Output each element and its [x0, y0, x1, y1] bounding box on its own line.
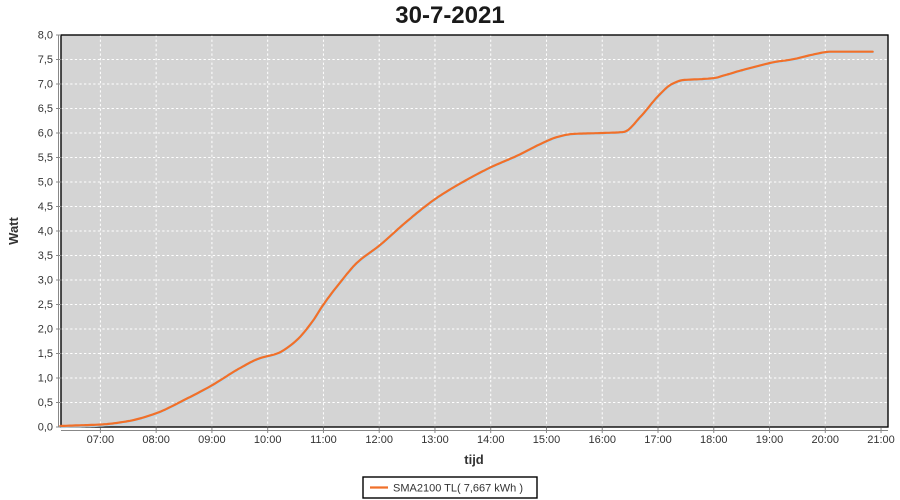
svg-text:6,0: 6,0 [38, 128, 53, 140]
svg-text:14:00: 14:00 [477, 434, 505, 446]
svg-text:18:00: 18:00 [700, 434, 728, 446]
svg-text:tijd: tijd [464, 452, 484, 467]
svg-text:SMA2100 TL( 7,667 kWh ): SMA2100 TL( 7,667 kWh ) [393, 483, 523, 495]
svg-text:11:00: 11:00 [310, 434, 337, 446]
svg-text:Watt: Watt [6, 216, 21, 244]
svg-text:1,0: 1,0 [38, 373, 53, 385]
svg-text:21:00: 21:00 [867, 434, 895, 446]
svg-text:6,5: 6,5 [38, 103, 53, 115]
svg-text:20:00: 20:00 [812, 434, 840, 446]
svg-text:17:00: 17:00 [644, 434, 672, 446]
svg-text:3,5: 3,5 [38, 250, 53, 262]
svg-text:4,0: 4,0 [38, 226, 53, 238]
svg-text:07:00: 07:00 [87, 434, 115, 446]
svg-text:7,0: 7,0 [38, 79, 53, 91]
svg-text:09:00: 09:00 [198, 434, 226, 446]
svg-text:5,0: 5,0 [38, 177, 53, 189]
svg-text:5,5: 5,5 [38, 152, 53, 164]
svg-text:16:00: 16:00 [588, 434, 616, 446]
svg-text:13:00: 13:00 [421, 434, 449, 446]
svg-text:0,5: 0,5 [38, 397, 53, 409]
svg-text:2,0: 2,0 [38, 324, 53, 336]
svg-text:7,5: 7,5 [38, 54, 53, 66]
svg-text:4,5: 4,5 [38, 201, 53, 213]
svg-text:2,5: 2,5 [38, 299, 53, 311]
svg-text:12:00: 12:00 [365, 434, 393, 446]
svg-text:8,0: 8,0 [38, 30, 53, 42]
svg-text:19:00: 19:00 [756, 434, 784, 446]
svg-text:3,0: 3,0 [38, 275, 53, 287]
svg-text:08:00: 08:00 [142, 434, 170, 446]
svg-text:0,0: 0,0 [38, 422, 53, 434]
svg-text:10:00: 10:00 [254, 434, 282, 446]
svg-text:15:00: 15:00 [533, 434, 561, 446]
svg-text:1,5: 1,5 [38, 348, 53, 360]
